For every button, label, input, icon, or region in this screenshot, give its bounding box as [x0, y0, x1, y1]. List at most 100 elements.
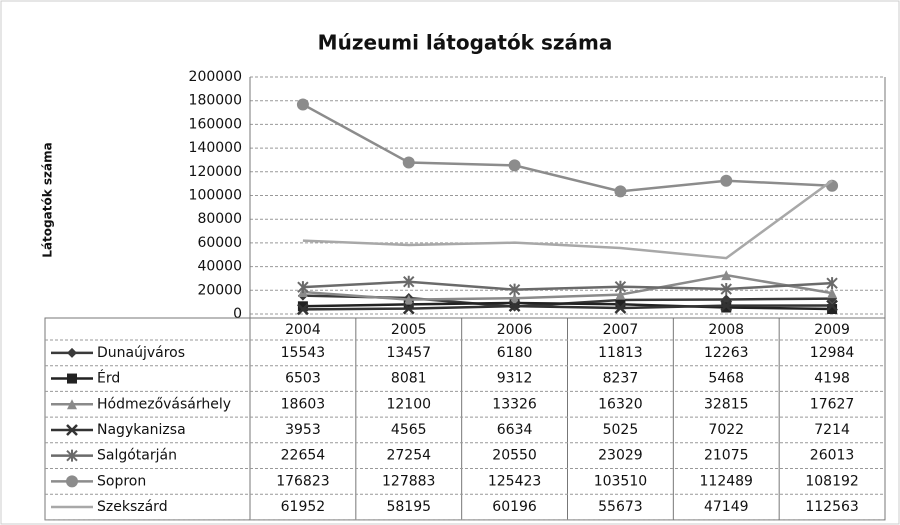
table-cell: 7214: [814, 422, 850, 438]
marker: [403, 294, 414, 305]
table-cell: 9312: [497, 371, 533, 387]
table-cell: 60196: [492, 499, 537, 515]
table-cell: 12263: [704, 345, 749, 361]
table-cell: 16320: [598, 396, 643, 412]
legend-label: Hódmezővásárhely: [97, 396, 231, 412]
marker: [402, 156, 415, 169]
marker: [614, 280, 627, 293]
marker: [720, 283, 732, 296]
table-cell: 11813: [598, 345, 643, 361]
table-cell: 12100: [386, 396, 431, 412]
table-cell: 55673: [598, 499, 643, 515]
marker: [721, 302, 732, 313]
table-cell: 6180: [497, 345, 533, 361]
table-cell: 112489: [700, 473, 753, 489]
line: [302, 301, 833, 311]
table-cell: 8081: [391, 371, 427, 387]
table-cell: 4565: [391, 422, 427, 438]
table-cell: 20550: [492, 448, 537, 464]
legend-label: Salgótarján: [97, 448, 177, 464]
marker: [297, 301, 308, 312]
marker: [827, 304, 838, 315]
marker: [614, 185, 627, 198]
x-tick-label: 2005: [391, 322, 427, 338]
table-cell: 7022: [708, 422, 744, 438]
table-cell: 17627: [810, 396, 855, 412]
line: [302, 273, 833, 301]
marker: [615, 289, 626, 300]
table-cell: 15543: [281, 345, 326, 361]
marker: [508, 159, 521, 172]
marker: [508, 283, 521, 296]
chart-title: Múzeumi látogatók száma: [318, 31, 613, 55]
marker: [826, 299, 838, 312]
marker: [66, 424, 78, 436]
table-cell: 176823: [276, 473, 329, 489]
y-tick-label: 140000: [189, 140, 242, 156]
table-cell: 6634: [497, 422, 533, 438]
marker: [403, 275, 415, 288]
table-cell: 112563: [805, 499, 858, 515]
table-cell: 23029: [598, 448, 643, 464]
marker: [614, 302, 627, 314]
marker: [720, 174, 733, 187]
legend-label: Szekszárd: [97, 499, 168, 515]
x-tick-label: 2006: [497, 322, 533, 338]
marker: [720, 299, 733, 312]
table-cell: 12984: [810, 345, 855, 361]
x-tick-label: 2008: [708, 322, 744, 338]
marker: [296, 98, 309, 111]
marker: [67, 399, 77, 410]
x-tick-label: 2009: [814, 322, 850, 338]
table-cell: 4198: [814, 371, 850, 387]
x-tick-label: 2004: [285, 322, 321, 338]
marker: [402, 302, 415, 315]
marker: [67, 373, 77, 384]
marker: [508, 300, 521, 313]
line: [302, 179, 833, 260]
table-cell: 8237: [603, 371, 639, 387]
table-cell: 6503: [285, 371, 321, 387]
table-cell: 3953: [285, 422, 321, 438]
marker: [297, 303, 309, 316]
legend-label: Érd: [97, 370, 120, 387]
table-cell: 13457: [386, 345, 431, 361]
table-cell: 13326: [492, 396, 537, 412]
y-tick-label: 180000: [189, 93, 242, 109]
marker: [297, 281, 309, 294]
marker: [67, 347, 77, 358]
table-cell: 58195: [386, 499, 431, 515]
table-cell: 18603: [281, 396, 326, 412]
y-tick-label: 80000: [197, 211, 242, 227]
marker: [827, 288, 838, 299]
y-tick-label: 160000: [189, 116, 242, 132]
table-cell: 27254: [386, 448, 431, 464]
table-cell: 22654: [281, 448, 326, 464]
y-tick-label: 100000: [189, 188, 242, 204]
table-cell: 108192: [805, 473, 858, 489]
marker: [826, 277, 838, 290]
marker: [509, 293, 520, 304]
line: [302, 103, 833, 193]
marker: [66, 449, 78, 462]
table-cell: 125423: [488, 473, 541, 489]
table-cell: 61952: [281, 499, 326, 515]
marker: [66, 475, 78, 488]
y-tick-label: 60000: [197, 235, 242, 251]
table-cell: 21075: [704, 448, 749, 464]
table-cell: 32815: [704, 396, 749, 412]
marker: [615, 299, 626, 310]
y-tick-label: 20000: [197, 282, 242, 298]
legend-label: Sopron: [97, 473, 146, 489]
y-tick-label: 200000: [189, 69, 242, 85]
table-cell: 26013: [810, 448, 855, 464]
table-cell: 103510: [594, 473, 647, 489]
y-tick-label: 0: [233, 306, 242, 322]
y-tick-label: 40000: [197, 259, 242, 275]
y-tick-label: 120000: [189, 164, 242, 180]
legend-label: Nagykanizsa: [97, 422, 186, 438]
y-axis-title: Látogatók száma: [41, 142, 55, 257]
marker: [721, 270, 732, 281]
